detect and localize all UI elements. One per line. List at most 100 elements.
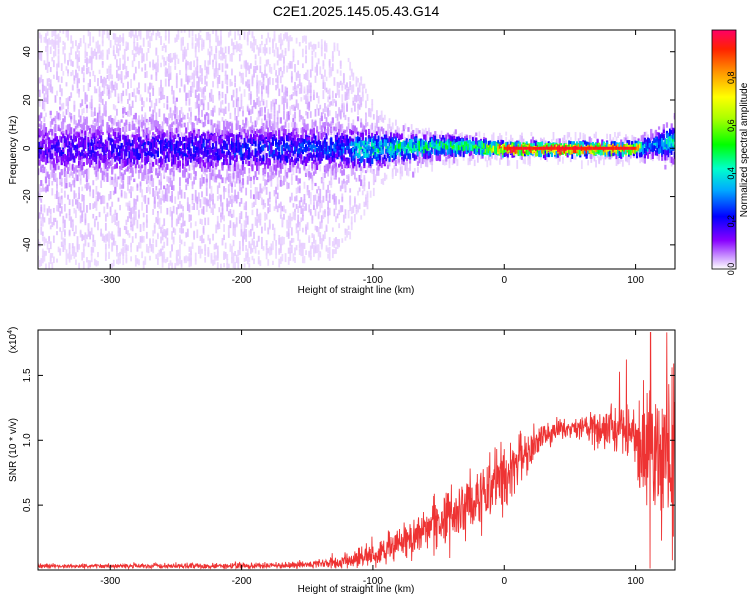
heatmap-cell: [216, 155, 219, 161]
heatmap-cell: [152, 149, 155, 154]
heatmap-cell: [248, 168, 251, 174]
heatmap-cell: [218, 173, 221, 179]
heatmap-cell: [316, 64, 318, 71]
heatmap-cell: [126, 137, 130, 144]
heatmap-cell: [194, 162, 197, 168]
heatmap-cell: [111, 176, 114, 181]
heatmap-cell: [212, 81, 214, 88]
heatmap-cell: [311, 64, 314, 71]
heatmap-cell: [227, 149, 230, 155]
heatmap-cell: [40, 188, 43, 193]
heatmap-cell: [84, 184, 87, 189]
heatmap-cell: [197, 93, 200, 101]
heatmap-cell: [49, 79, 52, 88]
heatmap-cell: [289, 196, 292, 203]
heatmap-cell: [62, 237, 65, 245]
heatmap-cell: [150, 121, 153, 131]
heatmap-cell: [175, 151, 178, 158]
heatmap-cell: [216, 221, 219, 230]
heatmap-cell: [238, 107, 241, 112]
heatmap-cell: [68, 229, 71, 236]
heatmap-cell: [145, 71, 148, 78]
heatmap-cell: [109, 176, 112, 186]
heatmap-cell: [149, 187, 151, 195]
heatmap-cell: [100, 148, 103, 158]
heatmap-cell: [207, 119, 210, 125]
heatmap-cell: [38, 51, 41, 60]
heatmap-cell: [117, 127, 120, 132]
heatmap-cell: [304, 159, 308, 167]
heatmap-cell: [249, 109, 252, 115]
heatmap-cell: [311, 215, 314, 224]
heatmap-cell: [122, 173, 125, 181]
heatmap-cell: [224, 126, 227, 134]
heatmap-cell: [73, 77, 76, 84]
heatmap-cell: [59, 128, 62, 132]
heatmap-cell: [190, 260, 192, 267]
heatmap-cell: [59, 248, 62, 254]
heatmap-cell: [169, 142, 172, 149]
heatmap-cell: [276, 159, 279, 164]
heatmap-cell: [256, 133, 259, 137]
heatmap-cell: [153, 102, 156, 109]
heatmap-cell: [204, 153, 207, 157]
heatmap-cell: [267, 78, 270, 87]
heatmap-cell: [38, 149, 41, 153]
heatmap-cell: [210, 172, 213, 180]
heatmap-cell: [41, 218, 44, 227]
heatmap-cell: [261, 118, 263, 126]
heatmap-cell: [114, 145, 117, 154]
heatmap-cell: [51, 188, 54, 196]
heatmap-cell: [40, 226, 43, 235]
heatmap-cell: [292, 104, 295, 111]
heatmap-cell: [87, 242, 90, 248]
heatmap-cell: [297, 153, 300, 158]
heatmap-cell: [112, 144, 115, 150]
heatmap-cell: [52, 144, 55, 149]
heatmap-cell: [221, 177, 224, 184]
heatmap-cell: [292, 133, 295, 141]
heatmap-cell: [92, 120, 95, 125]
heatmap-cell: [98, 125, 101, 130]
heatmap-cell: [279, 237, 282, 244]
heatmap-cell: [196, 80, 199, 90]
heatmap-cell: [56, 231, 58, 236]
heatmap-cell: [182, 228, 184, 234]
heatmap-cell: [220, 263, 222, 269]
heatmap-cell: [52, 117, 55, 122]
heatmap-cell: [76, 242, 79, 250]
heatmap-cell: [133, 198, 136, 207]
heatmap-cell: [328, 71, 331, 78]
heatmap-cell: [227, 232, 230, 238]
heatmap-cell: [199, 139, 202, 146]
heatmap-cell: [197, 32, 200, 38]
heatmap-cell: [309, 89, 312, 99]
heatmap-cell: [109, 90, 112, 98]
heatmap-cell: [136, 258, 139, 264]
heatmap-cell: [199, 119, 202, 124]
heatmap-cell: [180, 106, 183, 114]
heatmap-cell: [128, 144, 131, 151]
heatmap-cell: [118, 165, 122, 169]
heatmap-cell: [328, 94, 331, 100]
heatmap-cell: [213, 155, 216, 161]
heatmap-cell: [320, 200, 323, 209]
heatmap-cell: [70, 150, 73, 157]
heatmap-cell: [215, 61, 218, 70]
heatmap-cell: [139, 94, 142, 101]
heatmap-cell: [78, 169, 80, 177]
heatmap-cell: [82, 199, 85, 206]
heatmap-cell: [272, 46, 274, 53]
heatmap-cell: [220, 55, 222, 61]
heatmap-cell: [240, 100, 243, 109]
heatmap-cell: [40, 198, 43, 203]
heatmap-cell: [319, 131, 322, 137]
heatmap-cell: [297, 128, 300, 134]
heatmap-cell: [191, 86, 194, 93]
heatmap-cell: [188, 137, 191, 142]
heatmap-cell: [147, 133, 150, 139]
heatmap-cell: [49, 150, 52, 155]
heatmap-cell: [117, 48, 120, 57]
heatmap-cell: [241, 153, 245, 161]
heatmap-cell: [59, 203, 62, 209]
